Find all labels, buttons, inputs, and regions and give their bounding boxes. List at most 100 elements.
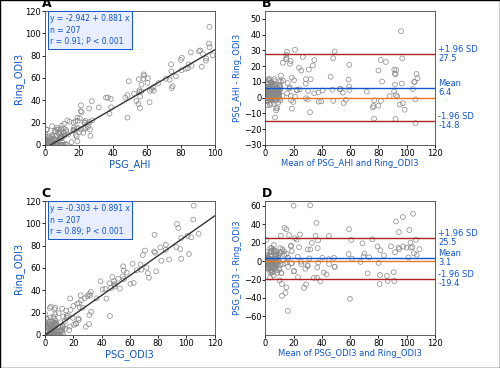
Point <box>184 65 192 71</box>
Point <box>273 89 281 95</box>
Point <box>51 128 59 134</box>
Text: C: C <box>42 187 50 200</box>
Point <box>65 327 73 333</box>
Point <box>74 316 82 322</box>
Point <box>268 80 276 86</box>
Point <box>53 142 61 148</box>
Point <box>268 91 276 96</box>
Point <box>42 320 50 326</box>
Point <box>272 97 280 103</box>
Point <box>267 267 275 273</box>
Point <box>284 255 292 261</box>
Text: D: D <box>262 187 272 200</box>
Point <box>174 225 182 231</box>
Point <box>272 260 280 266</box>
Point <box>304 97 312 103</box>
Point <box>268 91 276 96</box>
Point <box>43 329 51 335</box>
Point <box>310 57 318 63</box>
Point <box>394 245 402 251</box>
Point <box>51 133 59 139</box>
Point <box>58 134 66 140</box>
Point <box>44 332 52 338</box>
Point <box>86 119 94 125</box>
Point <box>52 128 60 134</box>
Point <box>363 89 371 95</box>
Point <box>390 67 398 72</box>
Point <box>122 95 130 100</box>
Point <box>384 278 392 284</box>
Point <box>410 79 418 85</box>
Point <box>297 259 305 265</box>
Point <box>310 91 318 96</box>
Point <box>265 256 273 262</box>
Point <box>46 332 54 338</box>
Point <box>80 126 88 132</box>
Point <box>374 244 382 250</box>
Point <box>86 133 94 139</box>
Point <box>262 89 270 95</box>
Text: 27.5: 27.5 <box>438 54 457 63</box>
Point <box>138 89 145 95</box>
Point <box>42 141 50 147</box>
Point <box>98 286 106 292</box>
Point <box>152 268 160 274</box>
Point <box>88 98 96 104</box>
Point <box>56 142 64 148</box>
Point <box>408 244 416 250</box>
Text: -19.4: -19.4 <box>438 279 460 288</box>
Point <box>262 258 270 264</box>
Point <box>87 289 95 295</box>
Point <box>262 256 270 262</box>
Point <box>49 142 57 148</box>
Point <box>264 84 272 90</box>
Point <box>262 98 270 103</box>
Point <box>126 281 134 287</box>
Point <box>269 265 277 270</box>
Point <box>140 73 148 79</box>
Point <box>270 91 278 96</box>
Point <box>275 265 283 271</box>
Point <box>42 323 50 329</box>
Point <box>264 255 272 261</box>
Point <box>291 235 299 241</box>
Point <box>42 332 50 338</box>
Point <box>270 90 278 96</box>
Point <box>304 263 312 269</box>
Point <box>45 142 53 148</box>
Point <box>87 309 95 315</box>
Point <box>52 142 60 148</box>
Point <box>267 253 275 259</box>
Point <box>322 272 330 277</box>
Point <box>50 314 58 320</box>
Point <box>265 97 273 103</box>
Point <box>58 306 66 312</box>
Point <box>368 237 376 243</box>
Point <box>142 265 150 270</box>
Text: Mean: Mean <box>438 249 462 258</box>
Point <box>273 261 281 267</box>
Point <box>144 80 152 86</box>
Point <box>44 332 52 338</box>
Point <box>158 258 166 263</box>
Point <box>86 312 94 318</box>
Point <box>406 240 414 245</box>
Point <box>274 90 282 96</box>
Point <box>272 261 280 266</box>
Point <box>54 130 62 136</box>
Point <box>262 90 270 96</box>
Text: -1.96 SD: -1.96 SD <box>438 270 474 279</box>
Point <box>276 84 284 90</box>
Point <box>268 269 276 275</box>
Point <box>102 95 110 100</box>
Point <box>272 264 280 270</box>
Point <box>266 264 274 270</box>
Point <box>41 142 49 148</box>
Point <box>202 56 210 61</box>
Point <box>378 78 386 84</box>
Point <box>264 265 272 271</box>
Point <box>120 268 128 273</box>
Point <box>325 261 333 267</box>
Point <box>44 332 52 338</box>
Point <box>276 85 284 91</box>
